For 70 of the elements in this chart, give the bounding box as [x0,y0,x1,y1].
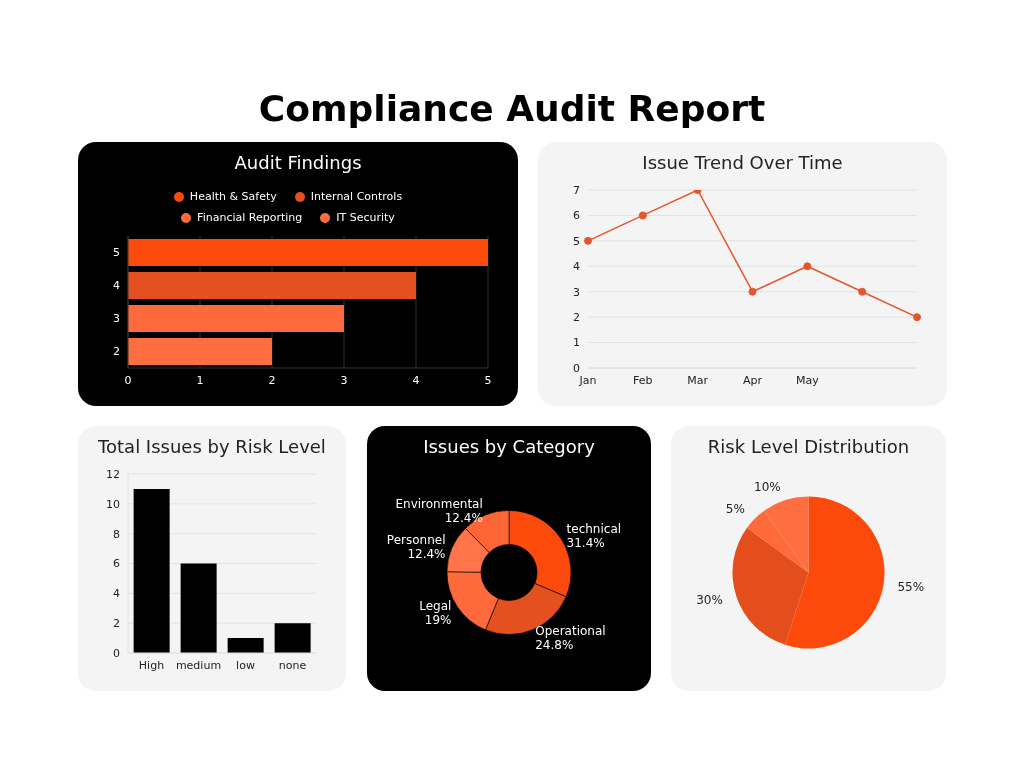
y-tick-label: 0 [113,646,120,660]
x-tick-label: low [236,658,255,672]
legend-label: Health & Safety [188,190,277,203]
data-label: 5% [725,501,745,516]
data-label: 19% [424,612,452,627]
x-tick-label: 2 [268,373,276,387]
point [913,313,921,322]
chart-title: Risk Level Distribution [706,436,911,459]
slice-label: technical [566,522,622,537]
data-label: 10% [754,479,781,494]
point [584,236,592,245]
slice-label: Operational [535,624,606,639]
legend-label: IT Security [335,211,395,224]
x-tick-label: 4 [412,373,420,387]
x-tick-label: Feb [633,373,653,387]
x-tick-label: High [138,658,165,672]
x-tick-label: medium [175,658,222,672]
chart-title: Issue Trend Over Time [641,152,844,175]
bar [274,623,311,653]
y-tick-label: 6 [573,209,580,223]
y-tick-label: 2 [113,345,120,359]
y-tick-label: 5 [573,234,580,248]
y-tick-label: 5 [113,246,120,260]
pie-slice [732,527,809,645]
text: Compliance Audit Report [258,87,766,129]
data-label: 12.4% [444,510,483,525]
y-tick-label: 4 [573,260,580,274]
x-tick-label: 1 [196,373,204,387]
y-tick-label: 3 [573,285,580,299]
pie-slice [785,496,885,649]
x-tick-label: Jan [578,373,597,387]
x-tick-label: 0 [124,373,132,387]
data-label: 12.4% [407,547,446,562]
bar [180,563,217,653]
y-tick-label: 10 [106,497,120,511]
point [803,262,812,271]
data-label: 31.4% [566,536,605,551]
bar [133,488,170,653]
point [858,287,867,296]
x-tick-label: 5 [484,373,492,387]
x-tick-label: Apr [742,373,763,387]
y-tick-label: 6 [113,557,120,571]
slice-label: Environmental [395,496,483,511]
y-tick-label: 8 [113,527,120,541]
chart-title: Total Issues by Risk Level [97,436,327,459]
y-tick-label: 4 [113,279,120,293]
x-tick-label: none [278,658,307,672]
chart-title: Audit Findings [233,152,363,175]
data-label: 30% [696,593,723,608]
point [638,211,647,220]
point [748,287,757,296]
slice-label: Personnel [386,533,446,548]
y-tick-label: 2 [573,311,580,325]
bar [227,638,264,653]
y-tick-label: 7 [573,183,580,197]
data-label: 55% [897,579,925,594]
x-tick-label: Mar [687,373,709,387]
chart-title: Issues by Category [422,436,596,459]
legend-label: Internal Controls [309,190,403,203]
y-tick-label: 12 [106,467,120,481]
y-tick-label: 3 [113,312,120,326]
slice-label: Legal [419,598,452,613]
y-tick-label: 4 [113,587,120,601]
legend-label: Financial Reporting [196,211,303,224]
y-tick-label: 1 [573,336,580,350]
x-tick-label: 3 [340,373,348,387]
data-label: 24.8% [535,638,574,653]
y-tick-label: 0 [573,361,580,375]
y-tick-label: 2 [113,617,120,631]
x-tick-label: May [795,373,820,387]
